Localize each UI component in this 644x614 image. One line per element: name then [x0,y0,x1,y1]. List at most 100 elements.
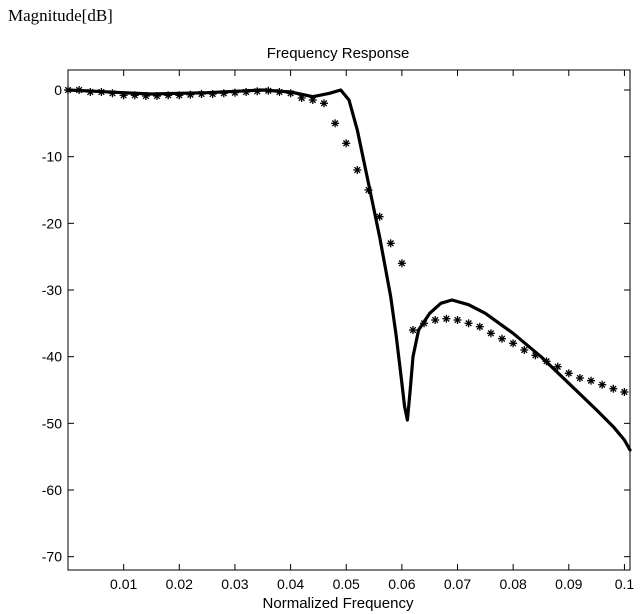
x-tick-label: 0.08 [500,576,527,592]
series-line [66,88,632,452]
asterisk-stroke [409,326,417,334]
asterisk-stroke [621,388,628,396]
asterisk-stroke [598,381,606,388]
asterisk-stroke [532,352,539,359]
asterisk-marker [141,92,150,100]
x-tick-label: 0.09 [555,576,582,592]
asterisk-marker [230,88,239,97]
asterisk-marker [253,87,262,96]
asterisk-marker [353,166,362,174]
asterisk-stroke [131,92,139,99]
asterisk-stroke [120,92,127,99]
x-tick-label: 0.05 [333,576,360,592]
asterisk-marker [431,316,440,324]
asterisk-marker [153,92,161,100]
asterisk-stroke [209,90,216,98]
asterisk-stroke [465,320,472,327]
x-tick-label: 0.02 [166,576,193,592]
asterisk-marker [364,186,373,194]
asterisk-stroke [109,90,116,97]
asterisk-stroke [220,90,228,97]
asterisk-marker [86,88,95,96]
x-axis-label: Normalized Frequency [263,595,414,612]
asterisk-stroke [153,92,161,100]
asterisk-marker [409,326,417,334]
asterisk-stroke [298,94,305,102]
asterisk-stroke [610,385,617,392]
asterisk-stroke [231,89,239,96]
asterisk-stroke [253,88,261,95]
y-tick-label: -70 [42,549,62,565]
asterisk-marker [531,351,540,360]
asterisk-marker [64,86,72,94]
y-tick-label: -20 [42,215,62,231]
asterisk-stroke [75,86,83,94]
asterisk-stroke [509,340,517,347]
plot-area: 0 -10 -20 -30 -40 -50 -60 -70 0.01 0.02 0.03 0.04 0.… [42,69,634,592]
asterisk-stroke [431,316,439,324]
asterisk-marker [97,88,106,96]
asterisk-stroke [565,370,573,377]
asterisk-marker [242,88,251,96]
asterisk-stroke [265,87,272,94]
asterisk-stroke [376,213,383,220]
plot-frame [67,69,631,571]
asterisk-stroke [498,335,506,342]
asterisk-marker [498,334,506,343]
asterisk-marker [397,259,406,268]
asterisk-stroke [554,363,561,370]
asterisk-marker [219,89,228,98]
asterisk-marker [297,94,306,102]
x-tick-label: 0.06 [388,576,415,592]
asterisk-stroke [276,88,283,96]
asterisk-stroke [443,315,450,322]
asterisk-stroke [587,377,595,384]
asterisk-stroke [309,96,317,104]
asterisk-marker [620,388,629,396]
asterisk-stroke [98,88,105,96]
asterisk-marker [320,99,328,108]
y-tick-label: -30 [42,282,62,298]
x-tick-label: 0.07 [444,576,471,592]
y-tick-label: -40 [42,349,62,365]
asterisk-marker [275,88,284,96]
asterisk-marker [164,91,173,100]
x-tick-label: 0.01 [110,576,137,592]
asterisk-stroke [287,90,294,97]
asterisk-stroke [576,374,584,382]
asterisk-marker [119,91,128,100]
asterisk-marker [542,357,551,366]
x-tick-label: 0.03 [221,576,248,592]
asterisk-marker [186,90,195,99]
asterisk-marker [197,90,206,98]
asterisk-marker [342,139,351,148]
asterisk-marker [420,319,429,328]
asterisk-stroke [398,260,406,267]
asterisk-marker [208,90,217,98]
asterisk-stroke [387,240,394,247]
asterisk-stroke [543,358,550,365]
asterisk-stroke [521,346,528,354]
y-tick-label: -50 [42,415,62,431]
asterisk-marker [464,319,473,328]
asterisk-marker [130,91,139,100]
asterisk-stroke [365,186,372,194]
asterisk-marker [286,89,295,98]
y-tick-label: -60 [42,482,62,498]
asterisk-stroke [454,316,461,324]
asterisk-marker [520,346,529,354]
asterisk-stroke [476,323,484,330]
asterisk-marker [486,329,495,338]
asterisk-stroke [64,86,72,94]
y-tick-label: 0 [54,82,62,98]
asterisk-stroke [176,92,183,99]
asterisk-marker [175,91,184,100]
asterisk-marker [386,239,395,248]
asterisk-stroke [420,320,428,327]
asterisk-marker [475,322,484,331]
asterisk-stroke [354,166,361,174]
asterisk-stroke [164,92,172,99]
asterisk-stroke [198,90,205,98]
outer-y-axis-label: Magnitude[dB] [8,6,113,25]
